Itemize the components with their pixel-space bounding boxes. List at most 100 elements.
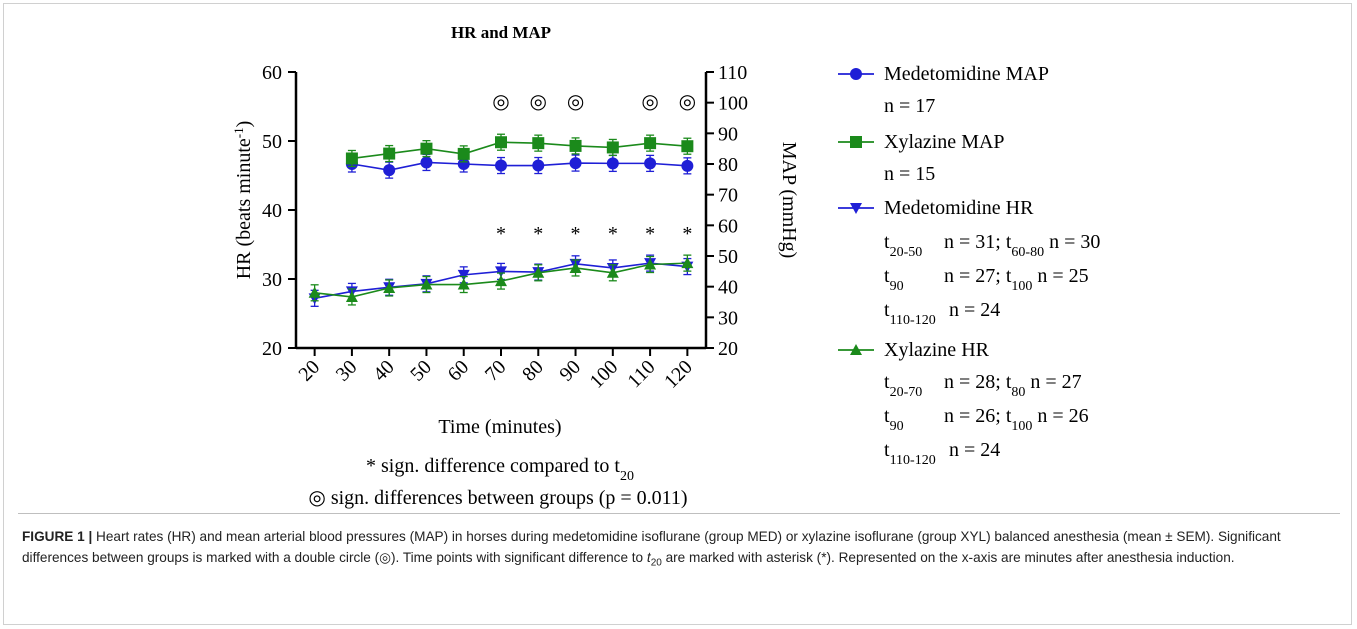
group-diff-mark: ◎ <box>567 91 584 113</box>
legend-n-med-hr-1-part: t <box>884 265 890 287</box>
caption-t: t <box>646 550 651 565</box>
data-point-1 <box>606 141 619 154</box>
right-y-tick-label: 20 <box>718 338 738 360</box>
group-diff-mark: ◎ <box>492 91 509 113</box>
data-point-3 <box>569 261 582 273</box>
legend-n-xyl-hr-0-part: 20-70 <box>890 385 923 400</box>
t20-diff-mark: * <box>533 223 543 245</box>
asterisk-note: * sign. difference compared to t20 <box>366 455 634 484</box>
right-y-tick-label: 40 <box>718 277 738 299</box>
legend-label-2: Medetomidine HR <box>884 197 1034 219</box>
data-point-3 <box>383 281 396 293</box>
right-y-tick-label: 90 <box>718 123 738 145</box>
legend-n-xyl-map: n = 15 <box>884 163 935 185</box>
legend-n-med-hr-0-part: 20-50 <box>890 245 923 260</box>
caption-divider <box>18 513 1340 514</box>
data-point-1 <box>569 139 582 152</box>
legend-n-med-hr-0: t20-50 n = 31; t60-80 n = 30 <box>884 231 1100 260</box>
legend-marker-3 <box>850 344 862 355</box>
x-tick-label: 20 <box>294 356 324 386</box>
legend-n-med-hr-2-part: t <box>884 299 890 321</box>
legend-n-xyl-hr-1-part: t <box>884 405 890 427</box>
t20-diff-mark: * <box>496 223 506 245</box>
group-diff-mark: ◎ <box>641 91 658 113</box>
data-point-1 <box>644 137 657 150</box>
legend-n-med-hr-2-part: 110-120 <box>890 313 936 328</box>
right-y-tick-label: 80 <box>718 154 738 176</box>
legend-n-xyl-hr-2-part: n = 24 <box>944 439 1000 461</box>
chart-title: HR and MAP <box>451 23 551 42</box>
data-point-3 <box>495 275 507 287</box>
data-point-2 <box>457 269 470 281</box>
legend-n-xyl-hr-1-part: 90 <box>890 419 904 434</box>
data-point-1 <box>345 152 358 165</box>
series-line-0 <box>351 161 688 171</box>
caption-text: Heart rates (HR) and mean arterial blood… <box>22 529 1281 565</box>
legend-n-med-hr-1: t90 n = 27; t100 n = 25 <box>884 265 1089 294</box>
right-y-tick-label: 110 <box>718 62 747 84</box>
data-point-3 <box>606 266 619 278</box>
circle-note: ◎ sign. differences between groups (p = … <box>308 487 687 509</box>
legend-marker-0 <box>850 68 862 80</box>
asterisk-note-text: * sign. difference compared to t <box>366 455 620 477</box>
figure-caption: FIGURE 1 | Heart rates (HR) and mean art… <box>22 526 1342 574</box>
t20-diff-mark: * <box>682 223 692 245</box>
data-point-0 <box>644 157 657 170</box>
left-y-label-main: HR (beats minute <box>233 138 255 279</box>
legend-label-0: Medetomidine MAP <box>884 63 1049 85</box>
data-point-3 <box>644 258 657 270</box>
group-diff-mark: ◎ <box>530 91 547 113</box>
x-tick-label: 30 <box>332 356 362 386</box>
legend-n-xyl-hr-0-part: n = 28; t <box>944 371 1012 393</box>
right-y-tick-label: 100 <box>718 93 748 115</box>
left-y-label-close: ) <box>233 121 255 128</box>
left-y-tick-label: 20 <box>262 338 282 360</box>
legend-label-1: Xylazine MAP <box>884 131 1005 153</box>
x-tick-label: 120 <box>660 356 697 393</box>
data-point-0 <box>569 157 582 170</box>
data-point-1 <box>532 137 545 150</box>
right-y-axis-label: MAP (mmHg) <box>778 142 800 258</box>
data-point-0 <box>606 157 619 170</box>
x-tick-label: 110 <box>623 356 659 392</box>
caption-label: FIGURE 1 | <box>22 529 93 544</box>
right-y-tick-label: 70 <box>718 185 738 207</box>
x-tick-label: 50 <box>406 356 436 386</box>
data-point-0 <box>681 159 694 172</box>
data-point-2 <box>495 266 507 278</box>
legend-n-med-hr-0-part: n = 31; t <box>944 231 1012 253</box>
data-point-3 <box>457 278 470 290</box>
group-diff-mark: ◎ <box>679 91 696 113</box>
caption-t-sub: 20 <box>650 557 662 569</box>
x-tick-label: 40 <box>369 356 399 386</box>
legend-label-3: Xylazine HR <box>884 339 990 361</box>
x-tick-label: 90 <box>555 356 585 386</box>
legend-n-xyl-hr-1-part: n = 26; t <box>944 405 1012 427</box>
legend-n-med-hr-1-part: n = 27; t <box>944 265 1012 287</box>
left-y-axis-label: HR (beats minute-1) <box>231 121 256 280</box>
figure-frame <box>3 3 1352 625</box>
legend-marker-2 <box>850 203 862 214</box>
legend-n-xyl-hr-2: t110-120 n = 24 <box>884 439 1000 468</box>
data-point-3 <box>532 266 545 278</box>
data-point-1 <box>457 147 470 160</box>
legend-n-med-hr-2: t110-120 n = 24 <box>884 299 1000 328</box>
data-point-0 <box>457 158 470 170</box>
legend-n-xyl-hr-2-part: t <box>884 439 890 461</box>
data-point-1 <box>420 142 433 155</box>
x-tick-label: 70 <box>481 356 511 386</box>
data-point-3 <box>681 257 694 269</box>
legend-n-med-hr-2-part: n = 24 <box>944 299 1000 321</box>
data-point-0 <box>532 159 545 172</box>
data-point-1 <box>495 136 507 149</box>
data-point-3 <box>345 290 358 302</box>
legend-n-xyl-hr-0-part: t <box>884 371 890 393</box>
data-point-0 <box>383 164 396 177</box>
data-point-3 <box>420 278 433 290</box>
right-y-tick-label: 60 <box>718 215 738 237</box>
caption-text-end: are marked with asterisk (*). Represente… <box>661 550 1235 565</box>
t20-diff-mark: * <box>645 223 655 245</box>
left-y-label-sup: -1 <box>231 127 246 138</box>
left-y-tick-label: 50 <box>262 131 282 153</box>
data-point-0 <box>420 156 433 169</box>
